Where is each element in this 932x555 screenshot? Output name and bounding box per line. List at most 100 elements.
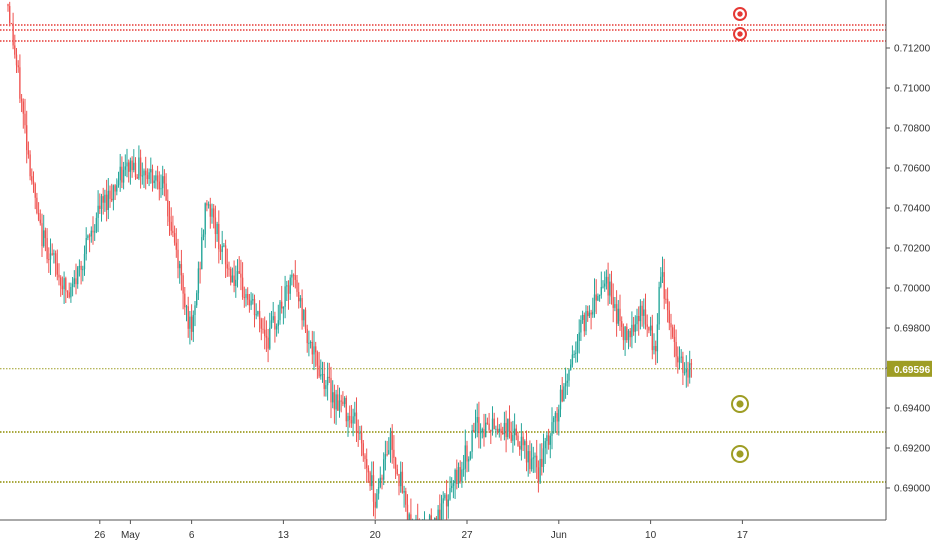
candle-down <box>167 200 169 217</box>
candle-up <box>573 353 575 355</box>
candle-down <box>36 197 38 214</box>
candle-down <box>398 473 400 487</box>
candle-up <box>196 293 198 306</box>
candle-up <box>481 429 483 433</box>
candle-up <box>354 412 356 417</box>
candle-down <box>364 455 366 460</box>
candle-up <box>189 316 191 329</box>
time-tick-label: 26 <box>94 530 106 541</box>
candle-down <box>342 401 344 405</box>
candle-down <box>51 253 53 255</box>
candle-up <box>658 286 660 325</box>
candle-up <box>534 455 536 458</box>
candle-up <box>43 230 45 247</box>
candle-down <box>26 125 28 151</box>
candle-down <box>328 376 330 378</box>
candle-up <box>82 269 84 271</box>
candle-down <box>670 323 672 328</box>
price-tick-label: 0.69400 <box>894 404 931 415</box>
candle-down <box>61 285 64 290</box>
candle-down <box>48 259 50 261</box>
candle-up <box>389 431 392 451</box>
candle-down <box>478 417 480 433</box>
candle-up <box>235 279 237 286</box>
candle-down <box>529 451 531 470</box>
price-tick-label: 0.70400 <box>894 204 931 215</box>
candle-up <box>680 356 682 358</box>
candle-down <box>238 271 240 274</box>
candle-up <box>549 435 551 445</box>
time-axis-background <box>0 520 932 550</box>
candle-down <box>316 352 319 366</box>
candle-down <box>206 203 208 206</box>
price-tick-label: 0.70600 <box>894 164 931 175</box>
candle-up <box>408 514 410 524</box>
candle-up <box>320 374 322 377</box>
candle-down <box>14 45 16 55</box>
candle-down <box>158 181 160 190</box>
price-tick-label: 0.69200 <box>894 444 931 455</box>
candle-down <box>490 429 492 432</box>
candle-down <box>687 369 689 378</box>
candle-down <box>622 326 625 341</box>
candle-up <box>73 278 75 284</box>
candle-down <box>128 162 130 172</box>
price-tick-label: 0.70800 <box>894 124 931 135</box>
candle-down <box>172 230 174 234</box>
time-tick-label: 10 <box>645 530 657 541</box>
candle-up <box>326 376 329 386</box>
candle-down <box>165 183 167 201</box>
candle-up <box>617 308 619 324</box>
candle-down <box>393 449 395 458</box>
candle-down <box>60 277 62 286</box>
candle-up <box>602 286 604 288</box>
support-marker-dot <box>736 450 744 458</box>
candle-up <box>464 445 466 469</box>
candle-down <box>547 435 550 445</box>
candle-down <box>224 245 227 265</box>
candle-down <box>663 272 665 299</box>
candle-down <box>556 412 558 422</box>
candle-down <box>88 235 91 237</box>
candle-up <box>451 485 453 489</box>
candle-up <box>308 342 310 344</box>
candle-down <box>525 441 528 463</box>
price-tick-label: 0.70200 <box>894 244 931 255</box>
candle-down <box>29 154 31 177</box>
candle-down <box>646 324 648 327</box>
candle-down <box>131 160 133 170</box>
candle-down <box>226 264 228 269</box>
candle-up <box>474 422 477 432</box>
candle-up <box>299 298 302 302</box>
candle-down <box>46 238 48 260</box>
candle-down <box>17 65 19 68</box>
time-tick-label: 13 <box>278 530 290 541</box>
candle-up <box>275 326 278 330</box>
candle-down <box>486 422 489 424</box>
candle-up <box>197 268 200 294</box>
candle-up <box>97 205 99 218</box>
candle-down <box>690 363 693 365</box>
time-tick-label: 17 <box>737 530 749 541</box>
candle-up <box>383 459 385 480</box>
candle-up <box>207 204 210 206</box>
candle-up <box>643 309 645 316</box>
candle-up <box>520 436 523 450</box>
candle-down <box>366 459 368 469</box>
candle-up <box>544 441 546 449</box>
candle-down <box>337 394 339 411</box>
candle-up <box>269 327 271 349</box>
candle-up <box>85 238 87 254</box>
candle-up <box>476 417 478 423</box>
candle-down <box>456 469 458 484</box>
candle-up <box>272 316 274 321</box>
candle-up <box>554 412 557 418</box>
candle-up <box>553 417 555 423</box>
candle-down <box>619 308 621 322</box>
candle-down <box>233 275 235 286</box>
candle-down <box>139 157 142 176</box>
candle-up <box>507 418 509 438</box>
candle-up <box>512 435 514 441</box>
